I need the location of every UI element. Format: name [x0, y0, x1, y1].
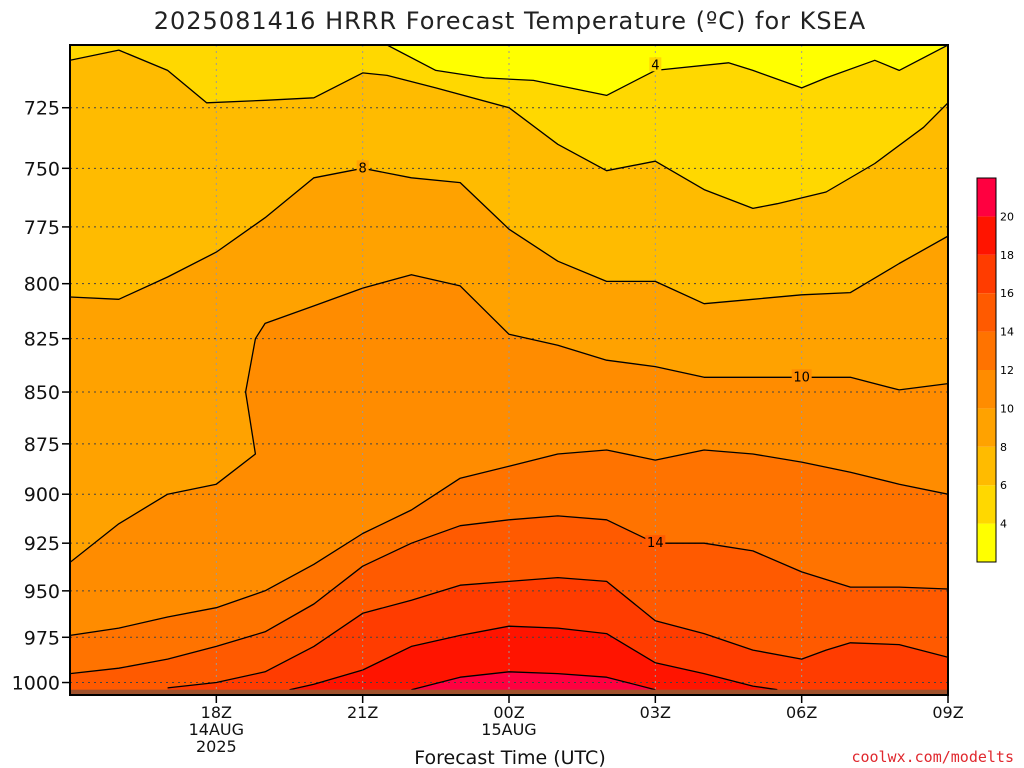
- colorbar-bin-14: [977, 293, 996, 332]
- contour-12-5: [70, 449, 948, 637]
- x-axis-label: Forecast Time (UTC): [414, 747, 605, 768]
- contour-8-2: [70, 167, 948, 305]
- y-tick-label-775: 775: [24, 217, 60, 239]
- grid-lines: [70, 45, 948, 695]
- y-tick-label-1000: 1000: [12, 673, 60, 695]
- contour-10-4: [70, 287, 363, 563]
- contour-label-8: 8: [359, 161, 367, 176]
- y-tick-label-825: 825: [24, 329, 60, 351]
- contour-18-8: [289, 625, 778, 691]
- contour-label-bg-4: [649, 57, 662, 72]
- contour-label-4: 4: [651, 58, 659, 73]
- colorbar-tick-16: 16: [1000, 287, 1014, 300]
- y-tick-label-750: 750: [24, 158, 60, 180]
- y-tick-label-925: 925: [24, 533, 60, 555]
- colorbar-bin-12: [977, 331, 996, 370]
- contour-4-0: [386, 45, 948, 97]
- colorbar-bin-6: [977, 446, 996, 486]
- x-tick-label-9-0: 03Z: [640, 703, 671, 722]
- y-tick-label-850: 850: [24, 382, 60, 404]
- contour-16-7: [167, 576, 948, 689]
- contour-14-6: [70, 515, 948, 675]
- colorbar-tick-4: 4: [1000, 518, 1007, 531]
- x-tick-label-0-0: 18Z: [201, 703, 232, 722]
- contour-label-10: 10: [793, 370, 810, 385]
- y-tick-label-800: 800: [24, 274, 60, 296]
- contour-6-1: [70, 49, 948, 210]
- contour-labels: 4 8 10 14: [356, 57, 812, 551]
- x-tick-label-12-0: 06Z: [786, 703, 817, 722]
- contour-label-14: 14: [647, 536, 664, 551]
- colorbar-tick-8: 8: [1000, 441, 1007, 454]
- contour-10-3: [362, 274, 948, 391]
- x-tick-label-6-0: 00Z: [493, 703, 524, 722]
- colorbar-tick-6: 6: [1000, 479, 1007, 492]
- contour-label-bg-8: [356, 160, 369, 175]
- x-tick-label-0-2: 2025: [196, 737, 237, 756]
- y-axis: 725 750 775 800 825 850 875 900 925 950 975 1000: [12, 98, 70, 695]
- colorbar-tick-14: 14: [1000, 326, 1014, 339]
- colorbar-bin-16: [977, 254, 996, 294]
- colorbar-bin-20: [977, 178, 996, 217]
- y-tick-label-950: 950: [24, 581, 60, 603]
- temp-band-18: [289, 626, 778, 695]
- contour-20-9: [411, 671, 656, 691]
- x-tick-label-15-0: 09Z: [932, 703, 963, 722]
- colorbar-legend: 4 6 8 10 12 14 16 18 20: [976, 177, 1014, 563]
- contour-label-bg-14: [645, 535, 666, 550]
- x-tick-label-0-1: 14AUG: [189, 720, 244, 739]
- y-tick-label-900: 900: [24, 484, 60, 506]
- colorbar-tick-10: 10: [1000, 402, 1014, 415]
- temperature-field: [70, 45, 948, 695]
- credit-text: coolwx.com/modelts: [851, 748, 1014, 766]
- ground-surface: [70, 689, 948, 695]
- temp-band-2: [387, 45, 948, 96]
- colorbar-bin-2: [977, 523, 996, 562]
- colorbar-bin-18: [977, 216, 996, 255]
- y-tick-label-725: 725: [24, 98, 60, 120]
- x-tick-label-3-0: 21Z: [347, 703, 378, 722]
- colorbar-tick-20: 20: [1000, 210, 1014, 223]
- x-tick-label-6-1: 15AUG: [481, 720, 536, 739]
- colorbar-bin-10: [977, 370, 996, 409]
- chart-title: 2025081416 HRRR Forecast Temperature (ºC…: [154, 7, 866, 35]
- contour-label-bg-10: [791, 369, 812, 384]
- colorbar-bin-8: [977, 408, 996, 447]
- colorbar-tick-18: 18: [1000, 249, 1014, 262]
- colorbar-bin-4: [977, 485, 996, 524]
- contour-lines: [70, 45, 948, 691]
- colorbar-frame: [976, 177, 997, 563]
- colorbar-tick-12: 12: [1000, 364, 1014, 377]
- y-tick-label-875: 875: [24, 434, 60, 456]
- y-tick-label-975: 975: [24, 627, 60, 649]
- temp-band-20: [411, 671, 656, 695]
